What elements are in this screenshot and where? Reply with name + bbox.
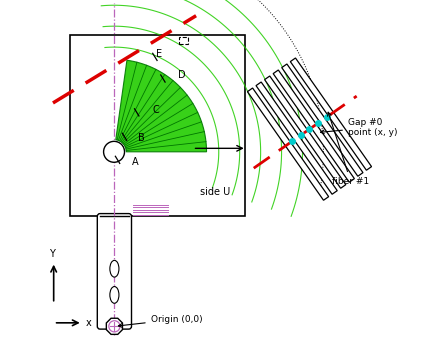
Text: Y: Y (49, 248, 55, 259)
Ellipse shape (110, 260, 119, 277)
Text: C: C (153, 105, 159, 115)
Polygon shape (116, 60, 206, 152)
Text: fiber #1: fiber #1 (328, 112, 369, 186)
Polygon shape (282, 64, 363, 176)
Text: Gap #0
point (x, y): Gap #0 point (x, y) (321, 118, 397, 137)
Polygon shape (273, 70, 355, 182)
Circle shape (109, 321, 120, 332)
Bar (179, 37, 188, 44)
Text: E: E (156, 49, 162, 59)
FancyBboxPatch shape (97, 214, 131, 329)
Bar (71, 35, 245, 216)
Polygon shape (106, 318, 123, 334)
Polygon shape (265, 76, 346, 188)
Text: D: D (178, 70, 186, 80)
Polygon shape (247, 88, 329, 200)
Text: A: A (131, 157, 138, 167)
Text: B: B (138, 133, 145, 143)
Circle shape (104, 141, 124, 162)
Text: Origin (0,0): Origin (0,0) (118, 315, 202, 327)
Polygon shape (290, 58, 372, 170)
Text: x: x (86, 318, 91, 328)
Ellipse shape (110, 287, 119, 303)
Text: side U: side U (200, 187, 230, 198)
Polygon shape (256, 82, 337, 194)
